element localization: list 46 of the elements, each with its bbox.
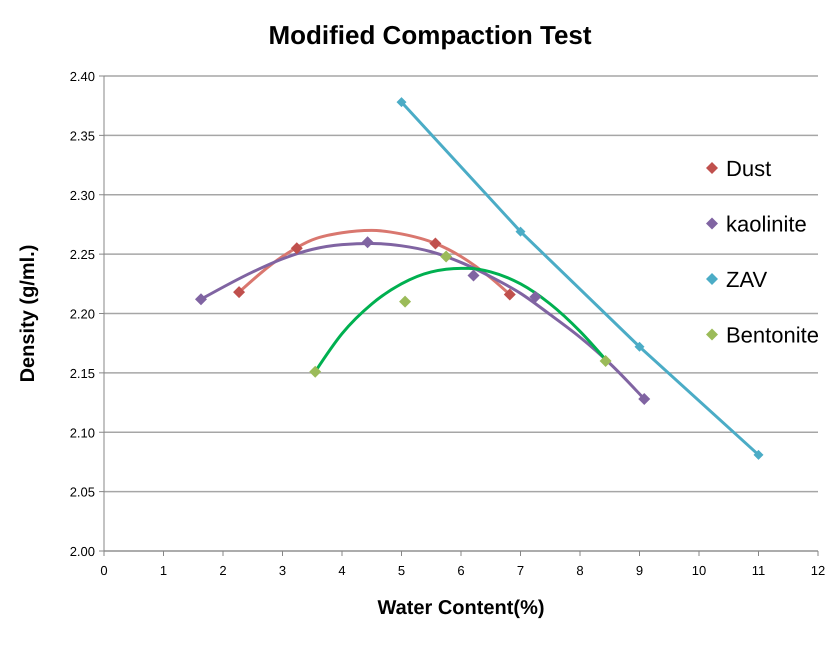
y-axis-title: Density (g/ml.) (17, 244, 39, 382)
x-tick-label: 4 (338, 563, 346, 578)
point (233, 286, 246, 298)
point (754, 450, 764, 460)
point (440, 250, 452, 262)
x-tick-label: 2 (219, 563, 227, 578)
legend-label: kaolinite (726, 212, 807, 236)
point (600, 355, 612, 367)
x-tick-label: 8 (576, 563, 584, 578)
point (504, 288, 516, 300)
point (194, 293, 207, 306)
legend-label: Dust (726, 156, 772, 181)
legend-label: Bentonite (726, 322, 819, 348)
chart-title: Modified Compaction Test (268, 20, 592, 50)
point (638, 393, 650, 405)
y-tick-label: 2.40 (70, 69, 95, 84)
x-tick-label: 9 (636, 563, 644, 578)
x-tick-label: 7 (516, 563, 524, 578)
x-tick-label: 6 (457, 563, 465, 578)
y-tick-label: 2.25 (70, 247, 95, 262)
point (362, 236, 374, 248)
y-tick-label: 2.10 (70, 425, 95, 440)
x-tick-label: 10 (692, 563, 706, 578)
y-tick-label: 2.15 (70, 366, 95, 381)
point (634, 342, 644, 352)
point (516, 226, 526, 237)
x-axis-title: Water Content(%) (377, 597, 545, 619)
y-tick-label: 2.05 (70, 484, 95, 500)
x-tick-label: 12 (810, 563, 826, 578)
point (309, 366, 322, 378)
x-tick-label: 11 (752, 563, 766, 578)
point (429, 237, 442, 250)
point (396, 97, 406, 108)
x-tick-label: 5 (398, 563, 406, 578)
point (467, 270, 480, 282)
point (399, 296, 412, 308)
point (529, 290, 542, 303)
y-tick-label: 2.20 (70, 306, 95, 322)
y-tick-label: 2.35 (70, 128, 95, 144)
point (290, 242, 303, 254)
x-tick-label: 3 (278, 563, 286, 578)
x-tick-label: 1 (160, 563, 168, 578)
x-tick-label: 0 (100, 563, 108, 578)
y-tick-label: 2.00 (70, 544, 95, 559)
y-tick-label: 2.30 (70, 188, 95, 203)
legend-label: ZAV (726, 267, 768, 292)
